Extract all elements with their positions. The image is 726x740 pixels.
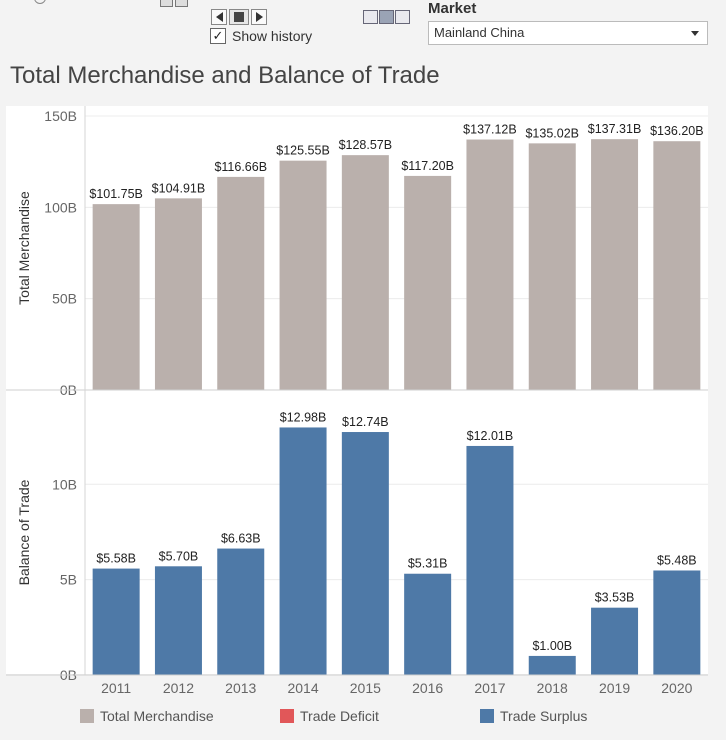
data-label: $125.55B bbox=[276, 144, 330, 158]
data-label: $128.57B bbox=[339, 138, 393, 152]
x-tick-label: 2020 bbox=[661, 680, 692, 696]
bar-total-merchandise bbox=[92, 204, 140, 390]
step-back-button[interactable] bbox=[211, 9, 227, 25]
y-tick-label: 5B bbox=[60, 572, 77, 588]
legend-label: Total Merchandise bbox=[100, 708, 214, 724]
y-tick-label: 10B bbox=[52, 476, 77, 492]
legend-item[interactable]: Trade Surplus bbox=[480, 708, 587, 724]
controls-bar: ✓ Show history Market Mainland China bbox=[0, 0, 726, 55]
bar-balance-of-trade bbox=[591, 607, 639, 675]
x-tick-label: 2018 bbox=[537, 680, 568, 696]
x-tick-label: 2013 bbox=[225, 680, 256, 696]
bar-total-merchandise bbox=[341, 155, 389, 390]
bar-total-merchandise bbox=[591, 139, 639, 390]
legend-item[interactable]: Total Merchandise bbox=[80, 708, 214, 724]
bar-total-merchandise bbox=[404, 175, 452, 390]
bar-balance-of-trade bbox=[404, 573, 452, 675]
data-label: $5.58B bbox=[96, 552, 136, 566]
legend-swatch bbox=[480, 709, 494, 723]
bar-balance-of-trade bbox=[279, 427, 327, 675]
x-tick-label: 2017 bbox=[474, 680, 505, 696]
step-back-icon bbox=[215, 12, 223, 22]
data-label: $136.20B bbox=[650, 124, 704, 138]
x-tick-label: 2019 bbox=[599, 680, 630, 696]
legend-swatch bbox=[80, 709, 94, 723]
x-tick-label: 2015 bbox=[350, 680, 381, 696]
data-label: $101.75B bbox=[89, 187, 143, 201]
data-label: $137.12B bbox=[463, 123, 517, 137]
bar-balance-of-trade bbox=[341, 432, 389, 675]
legend-label: Trade Deficit bbox=[300, 708, 379, 724]
nav-back-icon[interactable] bbox=[160, 0, 173, 7]
data-label: $3.53B bbox=[595, 591, 635, 605]
bar-total-merchandise bbox=[217, 176, 265, 390]
legend-swatch bbox=[280, 709, 294, 723]
step-forward-icon bbox=[255, 12, 263, 22]
bar-total-merchandise bbox=[279, 160, 327, 390]
bar-balance-of-trade bbox=[217, 548, 265, 675]
bar-balance-of-trade bbox=[528, 655, 576, 675]
data-label: $135.02B bbox=[525, 126, 579, 140]
step-forward-button[interactable] bbox=[251, 9, 267, 25]
bar-balance-of-trade bbox=[466, 445, 514, 675]
data-label: $12.74B bbox=[342, 415, 389, 429]
playback-controls bbox=[211, 9, 267, 25]
chevron-down-icon bbox=[691, 31, 699, 36]
y-tick-label: 150B bbox=[44, 108, 77, 124]
data-label: $5.31B bbox=[408, 557, 448, 571]
market-dropdown[interactable]: Mainland China bbox=[428, 21, 708, 45]
x-tick-label: 2016 bbox=[412, 680, 443, 696]
bar-balance-of-trade bbox=[154, 566, 202, 675]
x-tick-label: 2011 bbox=[101, 680, 131, 696]
view-single-icon[interactable] bbox=[363, 10, 378, 24]
bar-balance-of-trade bbox=[653, 570, 701, 675]
x-tick-label: 2012 bbox=[163, 680, 194, 696]
view-split-icon[interactable] bbox=[379, 10, 394, 24]
data-label: $116.66B bbox=[214, 160, 267, 174]
bar-total-merchandise bbox=[466, 139, 514, 390]
stop-button[interactable] bbox=[229, 9, 249, 25]
bar-total-merchandise bbox=[154, 198, 202, 390]
view-list-icon[interactable] bbox=[395, 10, 410, 24]
market-dropdown-value: Mainland China bbox=[434, 25, 525, 40]
legend-label: Trade Surplus bbox=[500, 708, 588, 724]
data-label: $5.48B bbox=[657, 553, 697, 567]
bar-total-merchandise bbox=[528, 143, 576, 390]
y-axis-label: Total Merchandise bbox=[16, 191, 32, 305]
y-tick-label: 100B bbox=[44, 199, 77, 215]
nav-arrows[interactable] bbox=[160, 0, 192, 7]
bar-total-merchandise bbox=[653, 141, 701, 390]
data-label: $104.91B bbox=[152, 181, 206, 195]
data-label: $12.01B bbox=[467, 429, 514, 443]
legend-item[interactable]: Trade Deficit bbox=[280, 708, 379, 724]
circle-icon[interactable] bbox=[34, 0, 46, 4]
data-label: $117.20B bbox=[401, 159, 454, 173]
bar-balance-of-trade bbox=[92, 568, 140, 675]
market-filter-label: Market bbox=[428, 0, 477, 17]
data-label: $6.63B bbox=[221, 532, 261, 546]
chart-title: Total Merchandise and Balance of Trade bbox=[10, 62, 440, 89]
show-history-checkbox[interactable]: ✓ bbox=[210, 28, 226, 44]
stop-icon bbox=[234, 12, 244, 22]
legend: Total Merchandise Trade Deficit Trade Surp… bbox=[0, 708, 726, 730]
y-tick-label: 50B bbox=[52, 291, 77, 307]
data-label: $1.00B bbox=[532, 639, 572, 653]
show-history-label: Show history bbox=[232, 28, 313, 44]
x-tick-label: 2014 bbox=[287, 680, 318, 696]
data-label: $137.31B bbox=[588, 122, 642, 136]
data-label: $12.98B bbox=[280, 410, 327, 424]
data-label: $5.70B bbox=[159, 549, 199, 563]
nav-forward-icon[interactable] bbox=[175, 0, 188, 7]
y-axis-label: Balance of Trade bbox=[16, 479, 32, 585]
view-mode-icons bbox=[363, 10, 410, 24]
show-history-toggle[interactable]: ✓ Show history bbox=[210, 28, 312, 44]
